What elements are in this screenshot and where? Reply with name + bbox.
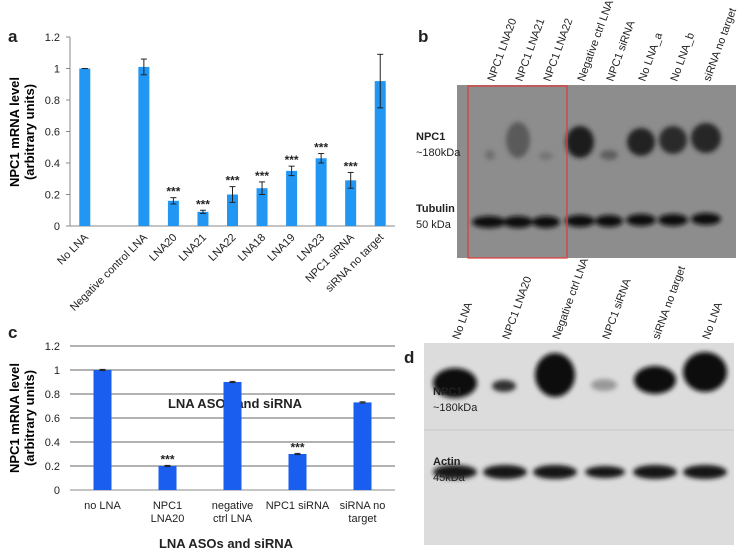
y-tick-label: 0.8: [45, 95, 60, 107]
x-tick-label: LNA19: [265, 232, 297, 264]
blot-d: [424, 343, 734, 545]
error-bar: [288, 165, 295, 177]
bar: [158, 466, 177, 490]
error-bar: [347, 171, 354, 189]
y-tick-label: 0: [54, 485, 60, 497]
significance-label: ***: [314, 141, 328, 155]
lane-label: NPC1 LNA20: [501, 275, 535, 341]
bar: [138, 66, 150, 226]
lane-label: No LNA_a: [637, 30, 666, 83]
panel-label: d: [404, 348, 414, 367]
lane-label: siRNA no target: [702, 7, 740, 84]
error-bar: [170, 197, 177, 205]
error-bar: [259, 181, 266, 195]
y-tick-label: 1.2: [45, 341, 60, 353]
lane-label: NPC1 siRNA: [601, 277, 634, 341]
error-bar: [229, 380, 236, 384]
significance-label: ***: [255, 169, 269, 183]
lane-label: NPC1 LNA21: [514, 17, 548, 83]
error-bar: [199, 209, 206, 214]
significance-label: ***: [344, 159, 358, 173]
bar: [223, 382, 242, 490]
y-axis-title: NPC1 mRNA level (arbitrary units): [7, 362, 37, 474]
x-tick-label: LNA20: [147, 232, 179, 264]
error-bar: [99, 368, 106, 372]
y-tick-label: 0.2: [45, 461, 60, 473]
blot-b: [457, 85, 736, 258]
significance-label: ***: [285, 153, 299, 167]
panel-label: a: [8, 27, 18, 46]
lane-label: NPC1 LNA20: [486, 17, 520, 83]
y-tick-label: 0.2: [45, 190, 60, 202]
error-bar: [359, 401, 366, 404]
bar: [353, 402, 372, 490]
bar: [256, 188, 268, 226]
y-axis-title: NPC1 mRNA level (arbitrary units): [7, 76, 37, 188]
significance-label: ***: [225, 174, 239, 188]
significance-label: ***: [196, 197, 210, 211]
x-tick-label: NPC1 LNA20: [150, 500, 185, 525]
y-tick-label: 0.4: [45, 437, 60, 449]
x-tick-label: siRNA no target: [339, 500, 386, 525]
y-tick-label: 0.8: [45, 389, 60, 401]
protein-label: NPC1: [433, 386, 462, 398]
lane-label: NPC1 siRNA: [605, 19, 638, 83]
lane-label: Negative ctrl LNA: [551, 256, 592, 341]
size-label: ~180kDa: [433, 402, 478, 414]
lane-label: siRNA no target: [651, 265, 689, 342]
x-tick-label: LNA18: [236, 232, 268, 264]
lane-label: No LNA_b: [669, 31, 698, 83]
size-label: ~180kDa: [416, 147, 461, 159]
y-tick-label: 0: [54, 221, 60, 233]
size-label: 50 kDa: [416, 219, 452, 231]
error-bar: [229, 186, 236, 203]
x-tick-label: LNA21: [177, 232, 209, 264]
bar: [79, 68, 91, 226]
y-tick-label: 0.4: [45, 158, 60, 170]
x-tick-label: NPC1 siRNA: [265, 500, 330, 512]
bar: [93, 370, 112, 490]
x-axis-title: LNA ASOs and siRNA: [159, 536, 294, 551]
error-bar: [164, 464, 171, 468]
y-tick-label: 0.6: [45, 127, 60, 139]
bar: [227, 194, 238, 226]
bar: [315, 158, 327, 226]
size-label: 45kDa: [433, 472, 466, 484]
lane-label: No LNA: [451, 300, 476, 341]
bar: [286, 170, 298, 226]
y-tick-label: 0.6: [45, 413, 60, 425]
x-tick-label: LNA22: [206, 232, 238, 264]
y-tick-label: 1.2: [45, 32, 60, 44]
panel-label: b: [418, 27, 428, 46]
error-bar: [377, 53, 384, 109]
bar: [345, 180, 357, 226]
x-tick-label: negative ctrl LNA: [211, 500, 254, 525]
bands: [433, 352, 727, 479]
error-bar: [140, 58, 147, 76]
x-tick-label: no LNA: [84, 500, 121, 512]
y-tick-label: 1: [54, 365, 60, 377]
bar: [197, 211, 209, 226]
panel-label: c: [8, 323, 17, 342]
significance-label: ***: [290, 440, 304, 454]
protein-label: Actin: [433, 456, 461, 468]
bar: [288, 454, 307, 490]
significance-label: ***: [166, 185, 180, 199]
lane-label: No LNA: [701, 300, 726, 341]
bar: [167, 200, 179, 226]
protein-label: NPC1: [416, 131, 445, 143]
error-bar: [318, 153, 325, 164]
protein-label: Tubulin: [416, 203, 455, 215]
error-bar: [294, 452, 301, 456]
highlight-box: [467, 85, 568, 259]
x-tick-label: No LNA: [55, 231, 91, 267]
y-tick-label: 1: [54, 64, 60, 76]
significance-label: ***: [160, 452, 174, 466]
bar: [374, 81, 386, 226]
bands: [472, 122, 721, 228]
lane-label: NPC1 LNA22: [542, 17, 576, 83]
